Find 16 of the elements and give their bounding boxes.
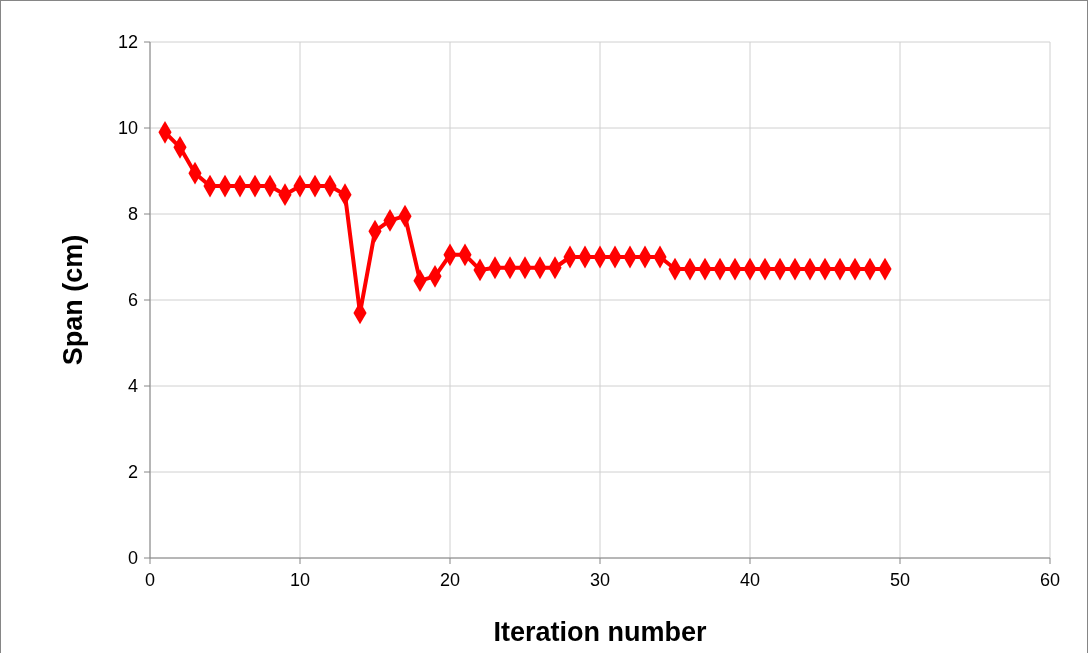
y-tick-label: 12 <box>117 32 138 52</box>
y-tick-label: 0 <box>127 548 138 568</box>
x-tick-label: 0 <box>144 570 156 590</box>
y-tick-label: 8 <box>127 204 138 224</box>
y-tick-label: 6 <box>127 290 138 310</box>
x-tick-label: 20 <box>439 570 461 590</box>
y-tick-label: 2 <box>127 462 138 482</box>
x-tick-label: 10 <box>289 570 311 590</box>
x-tick-label: 40 <box>739 570 761 590</box>
x-tick-label: 50 <box>889 570 911 590</box>
x-tick-label: 60 <box>1039 570 1061 590</box>
y-tick-label: 10 <box>117 118 138 138</box>
y-axis-title: Span (cm) <box>58 234 88 366</box>
y-tick-label: 4 <box>127 376 138 396</box>
x-tick-label: 30 <box>589 570 611 590</box>
x-axis-title: Iteration number <box>493 617 707 647</box>
